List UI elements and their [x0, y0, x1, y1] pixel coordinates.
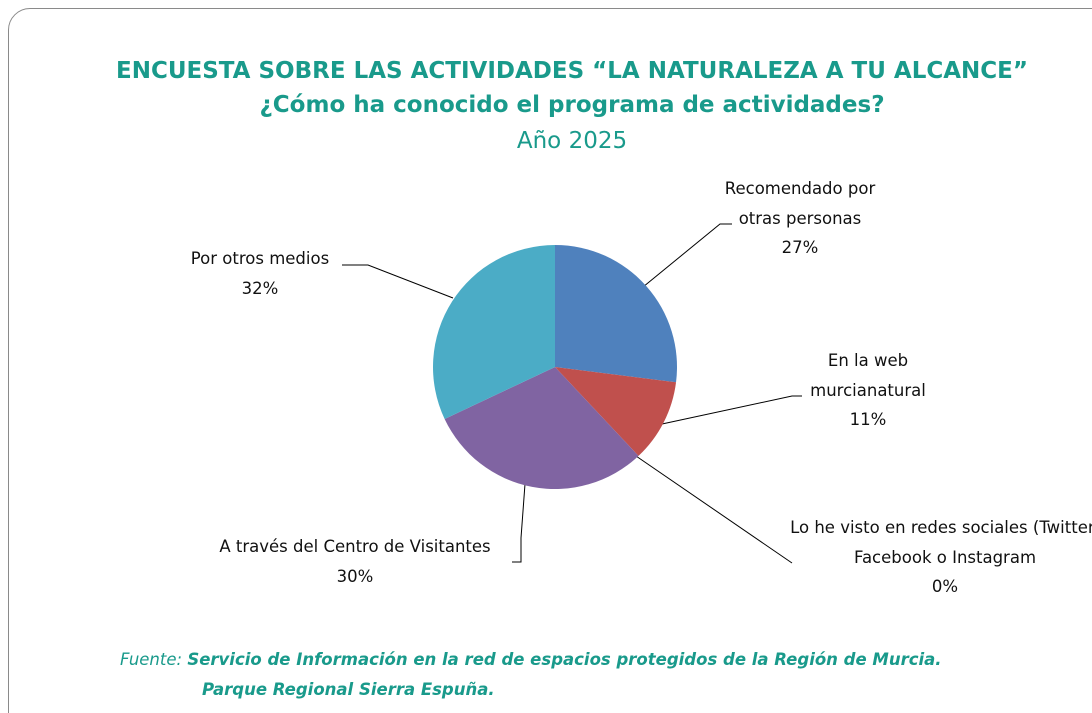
pie-slice	[555, 367, 677, 456]
leader-line	[642, 223, 732, 288]
pie-slice	[432, 245, 555, 419]
leader-line	[512, 483, 526, 563]
chart-title: ENCUESTA SOBRE LAS ACTIVIDADES “LA NATUR…	[115, 58, 1028, 84]
chart-subtitle: ¿Cómo ha conocido el programa de activid…	[259, 92, 885, 118]
leader-line	[342, 264, 454, 299]
value-label: 30%	[336, 566, 374, 586]
slice-label: A través del Centro de Visitantes 30%	[185, 532, 525, 591]
leader-line	[661, 395, 802, 425]
leader-line	[635, 455, 793, 564]
category-label: A través del Centro de Visitantes	[219, 537, 491, 556]
source: Fuente: Servicio de Información en la re…	[120, 650, 942, 669]
value-label: 11%	[849, 410, 887, 429]
source-label: Fuente:	[120, 650, 183, 669]
category-label: Por otros medios	[190, 249, 330, 268]
category-label: Lo he visto en redes sociales (Twitter, …	[790, 518, 1092, 567]
slice-label: En la web murcianatural 11%	[783, 346, 953, 435]
slice-label: Por otros medios 32%	[160, 244, 360, 303]
value-label: 0%	[931, 577, 959, 596]
source-text: Parque Regional Sierra Espuña.	[202, 680, 495, 699]
pie-slice	[555, 245, 677, 383]
slice-label: Lo he visto en redes sociales (Twitter, …	[785, 513, 1092, 602]
category-label: Recomendado por otras personas	[724, 179, 876, 228]
value-label: 32%	[241, 278, 279, 298]
pie-slice	[444, 367, 639, 489]
category-label: En la web murcianatural	[810, 351, 926, 400]
chart-subtitle: Año 2025	[516, 128, 628, 154]
frame	[8, 8, 1092, 713]
value-label: 27%	[781, 238, 819, 257]
source-text: Servicio de Información en la red de esp…	[187, 650, 942, 669]
leader-lines	[342, 223, 802, 564]
slice-label: Recomendado por otras personas 27%	[705, 174, 895, 263]
